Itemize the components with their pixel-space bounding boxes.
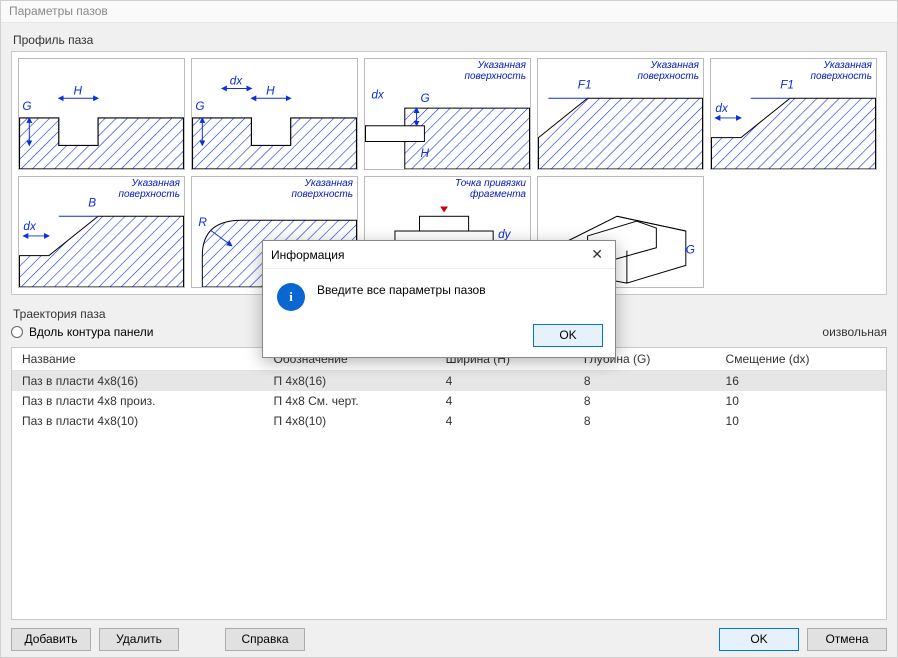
ok-button[interactable]: OK: [719, 628, 799, 651]
table-cell: 4: [436, 371, 574, 392]
svg-text:dy: dy: [498, 228, 512, 241]
svg-text:G: G: [22, 100, 31, 113]
svg-text:H: H: [420, 147, 429, 160]
svg-text:R: R: [198, 216, 207, 229]
svg-text:dx: dx: [23, 220, 37, 233]
thumb-caption: Указаннаяповерхность: [810, 61, 872, 82]
col-header[interactable]: Название: [12, 348, 263, 371]
add-button[interactable]: Добавить: [11, 628, 91, 651]
svg-text:G: G: [686, 244, 695, 257]
table-cell: Паз в пласти 4х8(16): [12, 371, 263, 392]
profile-thumb-3[interactable]: F1 Указаннаяповерхность: [537, 58, 704, 170]
radio-along-contour-label: Вдоль контура панели: [29, 325, 154, 339]
info-ok-button[interactable]: OK: [533, 324, 603, 347]
svg-text:B: B: [88, 196, 96, 209]
table-cell: 8: [574, 411, 716, 431]
thumb-caption: Указаннаяповерхность: [637, 61, 699, 82]
profile-thumb-4[interactable]: F1 dx Указаннаяповерхность: [710, 58, 877, 170]
info-dialog: Информация ✕ i Введите все параметры паз…: [262, 240, 616, 358]
table-cell: П 4х8(16): [263, 371, 435, 392]
radio-along-contour[interactable]: [11, 326, 23, 338]
table-row[interactable]: Паз в пласти 4х8(10)П 4х8(10)4810: [12, 411, 886, 431]
table-row[interactable]: Паз в пласти 4х8 произ.П 4х8 См. черт.48…: [12, 391, 886, 411]
svg-text:dx: dx: [230, 75, 244, 88]
svg-text:dx: dx: [715, 102, 729, 115]
table-cell: 16: [716, 371, 886, 392]
table-cell: Паз в пласти 4х8 произ.: [12, 391, 263, 411]
table-cell: 10: [716, 411, 886, 431]
table-cell: 10: [716, 391, 886, 411]
profile-label: Профиль паза: [13, 33, 887, 47]
thumb-caption: Указаннаяповерхность: [118, 179, 180, 200]
button-row: Добавить Удалить Справка OK Отмена: [11, 620, 887, 651]
info-icon: i: [277, 283, 305, 311]
table-cell: 8: [574, 391, 716, 411]
thumb-caption: Указаннаяповерхность: [291, 179, 353, 200]
svg-text:F1: F1: [780, 78, 794, 91]
profile-thumb-1[interactable]: G Hdx: [191, 58, 358, 170]
profile-thumb-0[interactable]: GH: [18, 58, 185, 170]
trajectory-tail: оизвольная: [822, 325, 887, 339]
svg-text:H: H: [266, 84, 275, 97]
grooves-table: НазваниеОбозначениеШирина (H)Глубина (G)…: [11, 347, 887, 620]
svg-text:G: G: [420, 92, 429, 105]
svg-text:G: G: [195, 100, 204, 113]
info-dialog-text: Введите все параметры пазов: [317, 283, 486, 297]
table-cell: П 4х8(10): [263, 411, 435, 431]
svg-text:H: H: [74, 84, 83, 97]
svg-text:dx: dx: [371, 88, 385, 101]
table-cell: П 4х8 См. черт.: [263, 391, 435, 411]
info-dialog-title: Информация: [271, 248, 344, 262]
thumb-caption: Точка привязкифрагмента: [455, 179, 526, 200]
window-title: Параметры пазов: [1, 1, 897, 23]
svg-text:F1: F1: [578, 78, 592, 91]
delete-button[interactable]: Удалить: [99, 628, 179, 651]
table-cell: 4: [436, 411, 574, 431]
col-header[interactable]: Смещение (dx): [716, 348, 886, 371]
help-button[interactable]: Справка: [225, 628, 305, 651]
table-row[interactable]: Паз в пласти 4х8(16)П 4х8(16)4816: [12, 371, 886, 392]
cancel-button[interactable]: Отмена: [807, 628, 887, 651]
close-icon[interactable]: ✕: [587, 246, 607, 263]
table-cell: 8: [574, 371, 716, 392]
profile-thumb-2[interactable]: dx G H Указаннаяповерхность: [364, 58, 531, 170]
table-cell: 4: [436, 391, 574, 411]
profile-thumb-5[interactable]: Bdx Указаннаяповерхность: [18, 176, 185, 288]
table-cell: Паз в пласти 4х8(10): [12, 411, 263, 431]
thumb-caption: Указаннаяповерхность: [464, 61, 526, 82]
